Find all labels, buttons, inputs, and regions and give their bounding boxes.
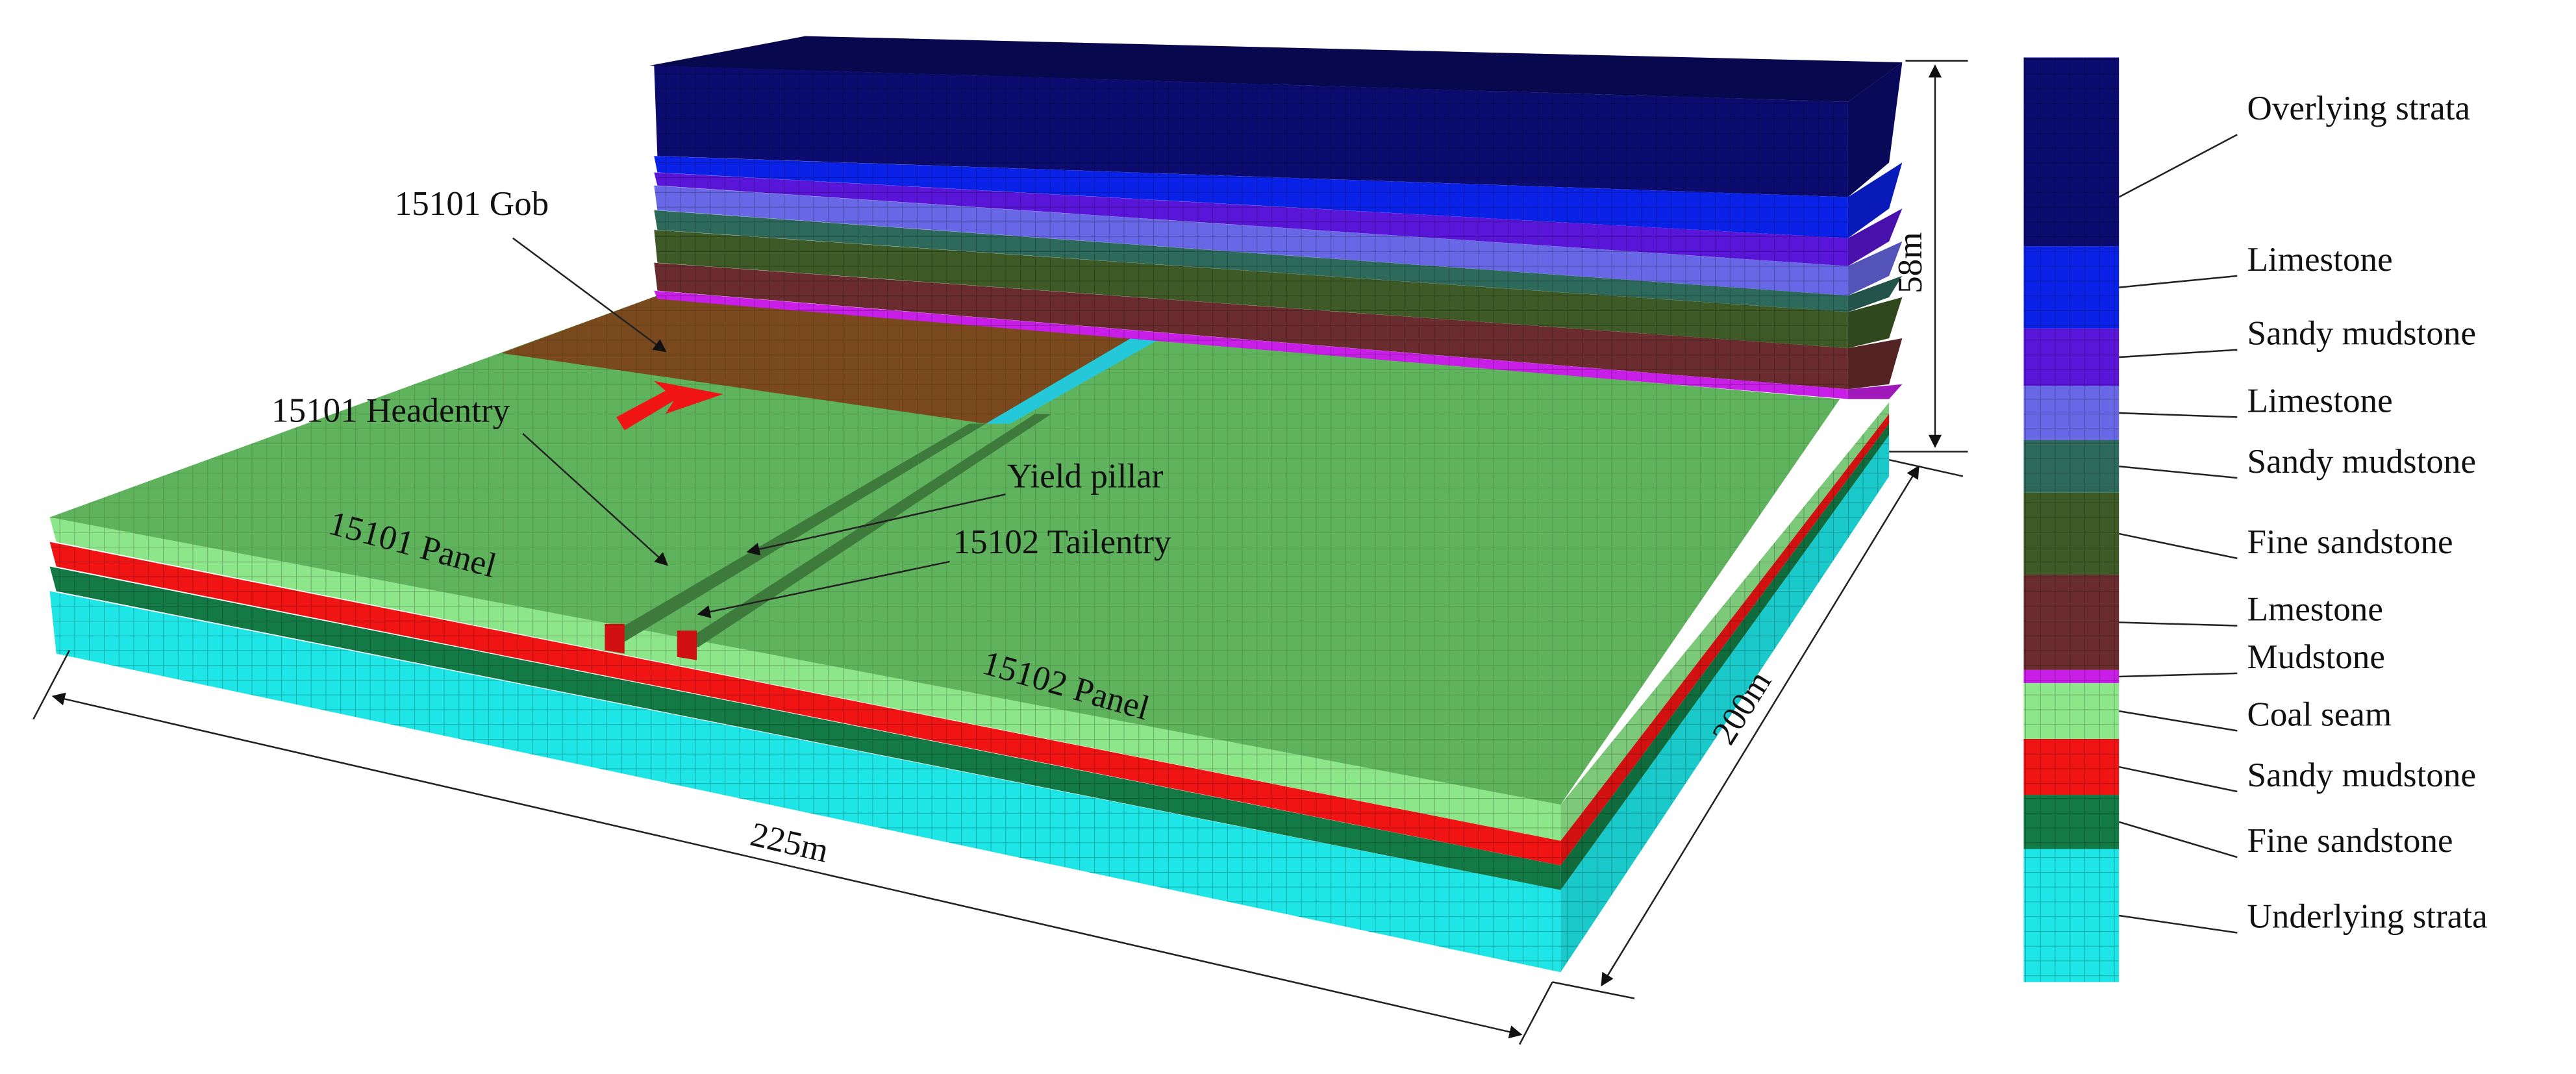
legend-swatch-mesh [2023,669,2120,684]
legend-label: Coal seam [2247,695,2392,733]
legend-leader [2118,710,2238,732]
annotation: 15101 Gob [395,185,549,223]
upper-block [649,36,1903,399]
legend-swatch-mesh [2023,739,2120,795]
layer-side [1847,384,1903,399]
layer-side-shade [1847,241,1903,296]
leader-line [522,432,669,566]
legend: Overlying strata Limestone Sandy mudstone L… [2023,57,2488,982]
legend-label: Sandy mudstone [2247,443,2476,481]
legend-leader [2119,412,2238,418]
top-surface-mesh [49,295,1840,805]
model [49,36,1903,973]
legend-swatch-mesh [2023,849,2120,982]
legend-leader [2119,672,2238,678]
legend-label: Sandy mudstone [2247,315,2476,353]
layer-side-shade [1847,162,1903,238]
leader-line [697,560,950,619]
legend-label: Sandy mudstone [2247,756,2476,794]
legend-label: Fine sandstone [2247,822,2453,860]
legend-label: Limestone [2247,382,2392,419]
dimension-label: 58m [1892,232,1929,293]
leader-line [512,237,667,353]
layer-front-mesh [654,156,1848,238]
legend-leader [2118,532,2238,560]
leader-line [746,493,1006,556]
entry-cut [677,631,697,660]
block-top [649,36,1903,102]
legend-swatch-mesh [2023,328,2120,386]
entry-cut [605,624,625,654]
extension-line [1888,458,1964,477]
legend-label: Lmestone [2247,591,2382,629]
layer-side-shade [1847,208,1903,266]
extension-line [1518,981,1553,1045]
layer-side [1847,241,1903,296]
layer-side [1847,275,1903,312]
layer-side [1847,297,1903,349]
layer-side [1847,62,1903,197]
layer-side-shade [1847,275,1903,312]
legend-label: Limestone [2247,241,2392,279]
gob-mesh [501,295,1134,424]
extension-line [1552,981,1635,999]
legend-swatch-mesh [2023,575,2120,670]
dimension-line [51,692,1523,1039]
entry-channel [986,336,1158,424]
extension-line [32,649,71,720]
headentry-groove [605,423,986,644]
legend-leader [2119,914,2238,934]
legend-swatch-mesh [2023,795,2120,849]
layer-front-mesh [654,230,1848,349]
layer-side-shade [1847,338,1903,390]
dimension-label: 225m [747,816,832,870]
advance-arrow [616,381,723,431]
block-top-shade [649,36,1903,102]
legend-swatch-mesh [2023,246,2120,329]
legend-leader [2119,621,2238,627]
legend-swatch-mesh [2023,57,2120,247]
layer-side [1847,162,1903,238]
layer-side [1847,338,1903,390]
legend-label: Mudstone [2247,638,2384,676]
layer-front-mesh [654,290,1848,399]
legend-leader [2118,821,2238,858]
legend-swatch-mesh [2023,683,2120,740]
layer-front-mesh [654,262,1848,390]
legend-swatch-mesh [2023,492,2120,575]
layer-side-shade [1847,297,1903,349]
annotation: 15101 Headentry [271,392,510,430]
layer-front-mesh [654,210,1848,312]
dimension-line [1601,465,1919,987]
legend-swatch-mesh [2023,386,2120,440]
annotation: Yield pillar [1007,458,1164,495]
layer-front-mesh [654,66,1848,197]
layer-side-shade [1847,384,1903,399]
annotation: 15102 Tailentry [953,523,1171,561]
legend-label: Overlying strata [2247,90,2470,127]
legend-label: Fine sandstone [2247,523,2453,561]
legend-leader [2119,465,2238,479]
layer-front-mesh [654,172,1848,266]
legend-leader [2118,766,2238,793]
layer-front-mesh [654,185,1848,296]
layer-side [1847,208,1903,266]
tailentry-groove [680,414,1052,647]
legend-leader [2119,275,2238,288]
legend-swatch-mesh [2023,440,2120,493]
legend-leader [2119,349,2238,358]
legend-label: Underlying strata [2247,897,2487,935]
layer-side-shade [1847,62,1903,197]
legend-leader [2118,134,2238,198]
